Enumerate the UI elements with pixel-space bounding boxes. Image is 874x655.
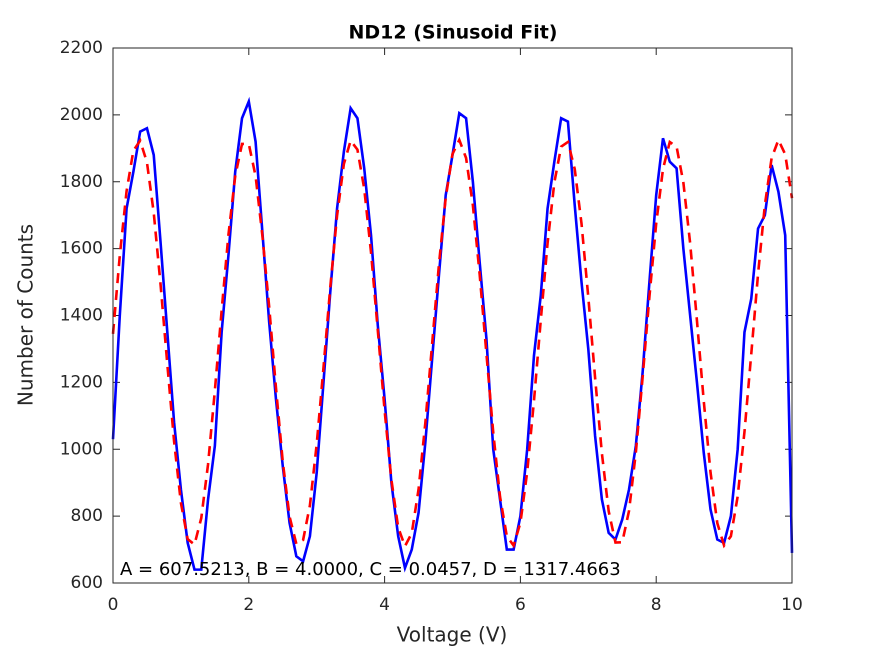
y-tick-label: 1000 xyxy=(60,439,103,459)
y-axis-label: Number of Counts xyxy=(14,224,38,406)
y-tick-label: 800 xyxy=(71,506,103,526)
data-line xyxy=(111,136,794,550)
y-tick-label: 1600 xyxy=(60,239,103,259)
x-tick-label: 4 xyxy=(379,595,390,615)
y-tick-label: 2200 xyxy=(60,38,103,58)
axes-box xyxy=(112,47,793,584)
y-tick-label: 1200 xyxy=(60,372,103,392)
y-tick-label: 1400 xyxy=(60,306,103,326)
x-tick-label: 10 xyxy=(781,595,803,615)
y-tick-label: 1800 xyxy=(60,172,103,192)
x-axis-label: Voltage (V) xyxy=(397,623,508,647)
x-tick-label: 0 xyxy=(108,595,119,615)
y-tick-label: 600 xyxy=(71,573,103,593)
y-tick-label: 2000 xyxy=(60,105,103,125)
x-tick-label: 8 xyxy=(651,595,662,615)
x-tick-label: 2 xyxy=(243,595,254,615)
x-tick-label: 6 xyxy=(515,595,526,615)
chart-title: ND12 (Sinusoid Fit) xyxy=(348,22,557,44)
annotation: A = 607.5213, B = 4.0000, C = 0.0457, D … xyxy=(120,559,621,580)
